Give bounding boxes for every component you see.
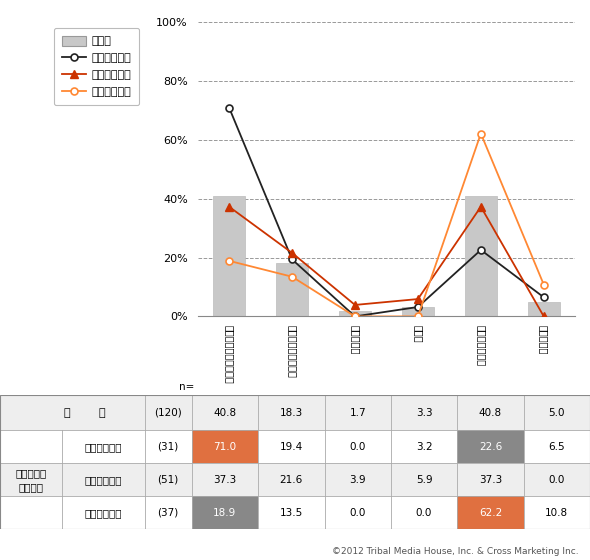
Bar xyxy=(0,496,590,529)
Text: (120): (120) xyxy=(154,408,182,418)
Text: 10.8: 10.8 xyxy=(545,508,568,518)
Text: 5.9: 5.9 xyxy=(416,475,432,485)
Text: (51): (51) xyxy=(158,475,179,485)
Bar xyxy=(402,307,434,316)
Text: 0.0: 0.0 xyxy=(549,475,565,485)
Text: 6.5: 6.5 xyxy=(549,442,565,452)
Legend: 全　体, 上級活用企業, 活用中期企業, 活用初期企業: 全 体, 上級活用企業, 活用中期企業, 活用初期企業 xyxy=(54,28,139,105)
Text: 21.6: 21.6 xyxy=(280,475,303,485)
Text: 18.3: 18.3 xyxy=(280,408,303,418)
Bar xyxy=(192,496,258,529)
Text: 投稿コンテンツの工夫: 投稿コンテンツの工夫 xyxy=(224,325,234,384)
Text: 3.3: 3.3 xyxy=(416,408,432,418)
Text: 活用初期企業: 活用初期企業 xyxy=(84,508,122,518)
Bar xyxy=(457,431,524,463)
Text: 71.0: 71.0 xyxy=(214,442,237,452)
Text: 22.6: 22.6 xyxy=(479,442,502,452)
Bar xyxy=(339,311,371,316)
Text: 実施していない: 実施していない xyxy=(476,325,486,366)
Text: 3.9: 3.9 xyxy=(349,475,366,485)
Bar xyxy=(0,431,590,463)
Text: キャンペーンの実施: キャンペーンの実施 xyxy=(287,325,297,377)
Bar xyxy=(528,302,559,316)
Bar xyxy=(214,197,245,316)
Text: 19.4: 19.4 xyxy=(280,442,303,452)
Bar xyxy=(457,496,524,529)
Text: 40.8: 40.8 xyxy=(479,408,502,418)
Text: 0.0: 0.0 xyxy=(349,508,366,518)
Text: 5.0: 5.0 xyxy=(549,408,565,418)
Text: その他: その他 xyxy=(413,325,423,342)
Text: 62.2: 62.2 xyxy=(479,508,502,518)
Text: 13.5: 13.5 xyxy=(280,508,303,518)
Text: 活用中期企業: 活用中期企業 xyxy=(84,475,122,485)
Bar xyxy=(0,395,590,431)
Text: n=: n= xyxy=(179,382,195,392)
Bar xyxy=(465,197,497,316)
Text: 広告の出稿: 広告の出稿 xyxy=(350,325,360,354)
Text: (37): (37) xyxy=(158,508,179,518)
Text: (31): (31) xyxy=(158,442,179,452)
Text: 体: 体 xyxy=(99,408,105,418)
Text: 37.3: 37.3 xyxy=(479,475,502,485)
Text: 0.0: 0.0 xyxy=(416,508,432,518)
Bar xyxy=(276,263,308,316)
Text: 3.2: 3.2 xyxy=(416,442,432,452)
Bar xyxy=(192,431,258,463)
Text: 40.8: 40.8 xyxy=(214,408,237,418)
Bar xyxy=(0,463,590,496)
Text: ソーシャル
活用度別: ソーシャル 活用度別 xyxy=(15,468,47,492)
Text: 上級活用企業: 上級活用企業 xyxy=(84,442,122,452)
Text: 1.7: 1.7 xyxy=(349,408,366,418)
Text: わからない: わからない xyxy=(539,325,549,354)
Text: 全: 全 xyxy=(63,408,70,418)
Text: 18.9: 18.9 xyxy=(214,508,237,518)
Text: ©2012 Tribal Media House, Inc. & Cross Marketing Inc.: ©2012 Tribal Media House, Inc. & Cross M… xyxy=(332,547,578,556)
Text: 37.3: 37.3 xyxy=(214,475,237,485)
Text: 0.0: 0.0 xyxy=(349,442,366,452)
